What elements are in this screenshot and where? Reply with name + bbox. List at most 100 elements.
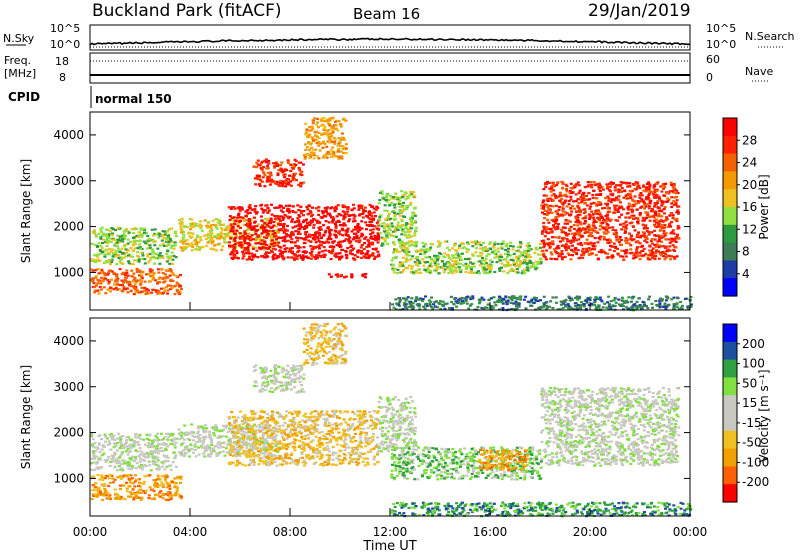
heatmap-cell [290,256,294,259]
heatmap-cell [148,474,152,477]
heatmap-cell [409,218,412,221]
heatmap-cell [673,188,677,192]
heatmap-cell [574,305,577,308]
heatmap-cell [491,251,495,254]
heatmap-cell [647,205,651,208]
heatmap-cell [568,229,572,232]
heatmap-cell [333,120,337,123]
heatmap-cell [458,244,462,247]
heatmap-cell [652,215,655,218]
heatmap-cell [270,239,274,242]
heatmap-cell [263,243,267,246]
heatmap-cell [655,249,658,252]
heatmap-cell [323,125,327,128]
heatmap-cell [661,219,665,223]
heatmap-cell [252,225,256,228]
heatmap-cell [366,239,370,242]
heatmap-cell [545,203,549,207]
heatmap-cell [275,180,279,184]
heatmap-cell [614,231,618,234]
heatmap-cell [309,211,313,214]
heatmap-cell [336,150,340,153]
heatmap-cell [458,255,462,259]
heatmap-cell [168,238,172,241]
y-tick-label: 2000 [53,220,84,234]
heatmap-cell [134,497,138,500]
heatmap-cell [272,244,276,247]
heatmap-cell [156,474,160,477]
heatmap-cell [510,299,514,302]
heatmap-cell [310,250,314,253]
heatmap-cell [114,251,118,254]
heatmap-cell [353,254,357,257]
heatmap-cell [278,184,282,187]
heatmap-cell [633,303,637,306]
heatmap-cell [343,213,347,216]
heatmap-cell [261,224,265,227]
heatmap-cell [606,255,610,259]
heatmap-cell [332,136,336,140]
heatmap-cell [173,293,177,296]
heatmap-cell [289,249,293,252]
heatmap-cell [515,268,519,271]
heatmap-cell [232,206,236,209]
heatmap-cell [592,242,596,245]
heatmap-cell [256,159,260,162]
colorbar-segment [723,260,737,279]
heatmap-cell [659,234,663,237]
heatmap-cell [555,209,559,213]
heatmap-cell [579,305,582,308]
heatmap-cell [483,265,487,268]
heatmap-cell [413,214,417,217]
heatmap-cell [411,222,415,225]
heatmap-cell [197,225,201,228]
heatmap-cell [395,250,399,253]
heatmap-cell [91,489,95,492]
heatmap-cell [467,264,471,267]
heatmap-cell [159,490,163,493]
heatmap-cell [107,240,111,243]
heatmap-cell [288,234,292,237]
heatmap-cell [336,144,340,148]
colorbar-segment [723,207,737,226]
heatmap-cell [295,236,298,239]
heatmap-cell [436,306,439,309]
heatmap-cell [628,232,632,235]
heatmap-cell [216,243,220,246]
heatmap-cell [182,233,186,236]
heatmap-cell [556,215,560,218]
heatmap-cell [247,232,251,235]
heatmap-cell [403,302,407,305]
heatmap-cell [666,248,670,251]
heatmap-cell [375,238,379,241]
heatmap-cell [376,228,380,231]
heatmap-cell [664,308,668,311]
heatmap-cell [545,227,549,231]
heatmap-cell [511,248,515,251]
heatmap-cell [90,258,94,261]
heatmap-cell [459,243,463,246]
heatmap-cell [273,232,277,235]
heatmap-cell [311,234,315,237]
heatmap-cell [543,217,546,220]
heatmap-cell [500,246,504,249]
heatmap-cell [514,264,518,267]
heatmap-cell [242,218,246,221]
heatmap-cell [178,285,182,288]
heatmap-cell [110,227,114,230]
heatmap-cell [331,146,335,149]
heatmap-cell [367,245,371,248]
colorbar-tick-label: 28 [742,133,757,147]
heatmap-cell [190,232,194,235]
heatmap-cell [580,304,584,307]
heatmap-cell [290,230,294,234]
heatmap-cell [265,204,269,207]
heatmap-cell [156,281,160,284]
heatmap-cell [519,262,522,265]
heatmap-cell [607,197,611,200]
heatmap-cell [133,480,137,483]
heatmap-cell [282,226,286,229]
heatmap-cell [103,255,107,258]
heatmap-cell [332,240,336,243]
heatmap-cell [195,236,199,239]
